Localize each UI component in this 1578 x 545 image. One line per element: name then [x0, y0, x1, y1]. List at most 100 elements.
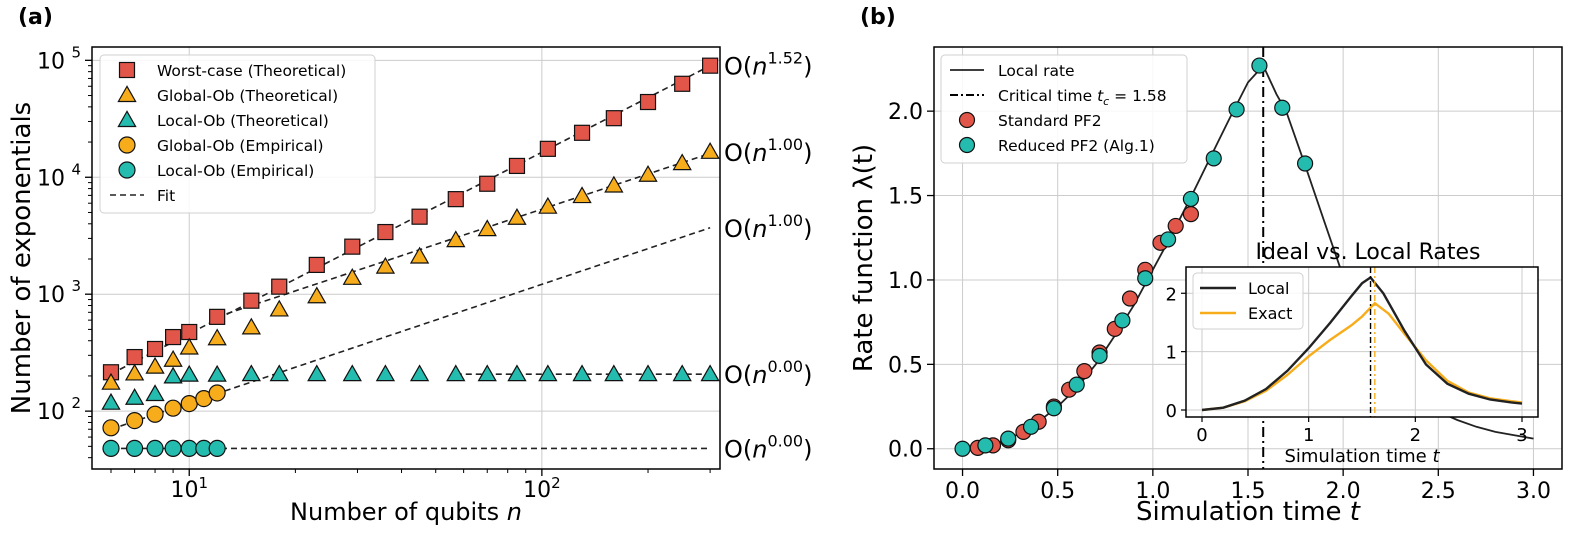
- reduced-pf2-point-0: [954, 440, 971, 457]
- point-triangle-s2-4: [179, 364, 199, 382]
- annotation-n: n: [752, 53, 767, 81]
- x-tick-label-b-2: 1.0: [1135, 479, 1170, 504]
- annotation-n: n: [752, 361, 767, 389]
- inset-y-tick-label-0: 0: [1166, 401, 1177, 422]
- annotation-exp: 1.00: [767, 135, 803, 154]
- x-tick-base: 10: [523, 478, 551, 503]
- legend-b-label-3: Reduced PF2 (Alg.1): [998, 137, 1155, 155]
- y-tick-label-b-1: 0.5: [888, 353, 923, 378]
- annotation-exp: 0.00: [767, 431, 803, 450]
- legend-a-marker-2: [117, 110, 137, 128]
- legend-a-label-0: Worst-case (Theoretical): [157, 62, 346, 80]
- x-tick-label-b-4: 2.0: [1326, 479, 1361, 504]
- reduced-pf2-point-6: [1091, 347, 1108, 365]
- point-triangle-s1-2: [145, 356, 165, 374]
- y-tick-label-b-3: 1.5: [888, 185, 923, 210]
- x-tick-exp: 1: [198, 474, 208, 492]
- chart-a-x-label: Number of qubits n: [290, 498, 522, 526]
- point-circle-s3-6: [208, 384, 226, 402]
- chart-b-y-label: Rate function λ(t): [849, 144, 879, 372]
- point-circle-s4-4: [180, 439, 198, 458]
- annotation-close: ): [803, 435, 812, 463]
- x-tick-label-b-5: 2.5: [1421, 479, 1456, 504]
- point-triangle-s1-11: [409, 246, 430, 264]
- point-circle-s3-4: [180, 394, 198, 413]
- annotation-O: O(: [724, 361, 752, 389]
- standard-pf2-point-7: [1076, 362, 1093, 380]
- chart-b-x-ticks: 0.0 0.5 1.0 1.5 2.0 2.5 3.0: [945, 469, 1551, 504]
- reduced-pf2-point-1: [977, 437, 994, 454]
- chart-b-legend: Local rate Critical time tc = 1.58 Standar…: [940, 54, 1188, 164]
- point-triangle-s2-18: [638, 364, 658, 382]
- y-tick-label-0: 10: [37, 400, 65, 425]
- inset-y-tick-label-2: 2: [1166, 284, 1177, 305]
- chart-b-points: [954, 57, 1314, 457]
- point-circle-s4-1: [126, 439, 144, 458]
- point-triangle-s2-0: [101, 392, 121, 410]
- growth-annotation-0: O(n1.52): [724, 49, 812, 81]
- point-triangle-s1-16: [572, 186, 592, 204]
- annotation-exp: 1.00: [767, 211, 803, 230]
- point-square-s0-15: [539, 140, 556, 157]
- x-tick-label-b-1: 0.5: [1040, 479, 1075, 504]
- point-circle-s3-2: [146, 405, 164, 423]
- point-circle-s4-3: [164, 439, 182, 458]
- growth-annotation-3: O(n0.00): [724, 357, 812, 389]
- legend-b-label-0: Local rate: [998, 62, 1075, 80]
- point-square-s0-11: [411, 208, 428, 225]
- annotation-close: ): [803, 215, 812, 243]
- reduced-pf2-point-10: [1182, 190, 1200, 208]
- reduced-pf2-point-12: [1228, 101, 1245, 118]
- point-triangle-s1-13: [477, 219, 497, 237]
- point-triangle-s2-13: [477, 364, 497, 382]
- point-circle-s4-6: [208, 439, 226, 458]
- legend-label-var: t: [1097, 87, 1104, 105]
- reduced-pf2-point-15: [1296, 155, 1314, 172]
- point-triangle-s2-8: [307, 364, 327, 382]
- y-tick-base: 10: [37, 283, 65, 308]
- point-square-s0-14: [508, 157, 526, 175]
- chart-a-points: [101, 57, 720, 458]
- point-triangle-s2-3: [163, 366, 183, 384]
- reduced-pf2-point-7: [1114, 312, 1131, 329]
- growth-annotation-2: O(n1.00): [724, 211, 812, 243]
- inset-x-tick-label-0: 0: [1196, 425, 1207, 446]
- point-circle-s3-3: [164, 399, 182, 417]
- legend-a-marker-0: [118, 61, 136, 79]
- legend-b-marker-2: [958, 111, 976, 129]
- point-triangle-s1-5: [207, 328, 227, 346]
- point-square-s0-7: [271, 278, 288, 295]
- point-triangle-s1-15: [538, 196, 558, 214]
- annotation-n: n: [752, 435, 767, 463]
- inset-x-tick-label-3: 3: [1516, 425, 1527, 446]
- point-triangle-s1-19: [672, 153, 692, 171]
- inset-local-line: [1201, 275, 1523, 412]
- x-tick-label-1: 102: [523, 474, 561, 503]
- point-circle-s3-1: [126, 411, 144, 430]
- inset-x-tick-label-1: 1: [1303, 425, 1314, 446]
- chart-a-y-label: Number of exponentials: [7, 102, 37, 414]
- point-triangle-s2-1: [124, 387, 145, 405]
- point-triangle-s2-20: [700, 364, 720, 382]
- y-tick-label-b-0: 0.0: [888, 438, 923, 463]
- y-tick-label-b-4: 2.0: [888, 100, 923, 125]
- annotation-O: O(: [724, 215, 752, 243]
- chart-b-legend-box: [940, 54, 1188, 164]
- reduced-pf2-point-4: [1045, 400, 1062, 417]
- point-square-s0-6: [243, 292, 260, 309]
- annotation-exp: 0.00: [767, 357, 803, 376]
- y-tick-base: 10: [37, 400, 65, 425]
- inset-x-ticks: 0 1 2 3: [1196, 417, 1528, 446]
- legend-a-label-3: Global-Ob (Empirical): [157, 137, 324, 155]
- reduced-pf2-point-14: [1274, 99, 1291, 116]
- annotation-O: O(: [724, 53, 752, 81]
- annotation-O: O(: [724, 435, 752, 463]
- point-square-s0-20: [702, 57, 719, 74]
- x-tick-exp: 2: [551, 474, 561, 492]
- annotation-O: O(: [724, 139, 752, 167]
- annotation-close: ): [803, 139, 812, 167]
- point-triangle-s1-10: [375, 256, 396, 274]
- legend-label-post: = 1.58: [1109, 87, 1166, 105]
- point-square-s0-4: [181, 323, 198, 341]
- x-tick-base: 10: [170, 478, 198, 503]
